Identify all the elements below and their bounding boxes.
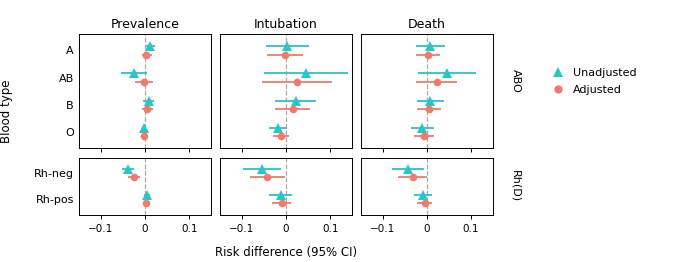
Legend: Unadjusted, Adjusted: Unadjusted, Adjusted: [547, 68, 637, 95]
Text: Risk difference (95% CI): Risk difference (95% CI): [215, 246, 357, 259]
Text: Blood type: Blood type: [1, 80, 13, 143]
Text: Death: Death: [408, 18, 446, 31]
Text: Intubation: Intubation: [254, 18, 318, 31]
Text: ABO: ABO: [510, 69, 521, 93]
Text: Rh(D): Rh(D): [510, 170, 521, 202]
Text: Prevalence: Prevalence: [111, 18, 179, 31]
